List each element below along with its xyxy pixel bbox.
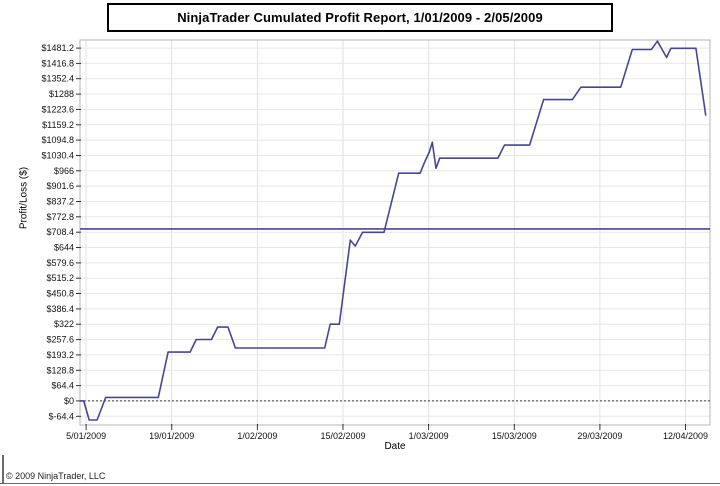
y-tick-label: $772.8 [46,212,74,222]
y-tick-label: $257.6 [46,335,74,345]
y-tick-label: $128.8 [46,365,74,375]
y-tick-label: $644 [54,243,74,253]
profit-chart: $-64.4 $0 $64.4 $128.8 $193.2 $257.6 $322 $386.… [41,39,711,441]
y-tick-label: $1223.6 [41,104,74,114]
x-tick-label: 29/03/2009 [577,431,622,441]
y-tick-label: $1094.8 [41,135,74,145]
y-tick-label: $708.4 [46,227,74,237]
x-tick-label: 15/02/2009 [320,431,365,441]
y-tick-label: $193.2 [46,350,74,360]
y-tick-label: $1416.8 [41,58,74,68]
y-tick-label: $1288 [49,89,74,99]
y-tick-label: $966 [54,166,74,176]
x-tick-label: 19/01/2009 [149,431,194,441]
y-tick-label: $64.4 [51,381,74,391]
page-bottom-edge [0,483,720,484]
x-axis-label: Date [384,441,406,452]
series-line [79,40,707,421]
y-tick-label: $450.8 [46,289,74,299]
y-tick-label: $901.6 [46,181,74,191]
y-tick-label: $1159.2 [42,120,74,130]
y-tick-label: $-64.4 [48,411,74,421]
x-tick-label: 5/01/2009 [66,431,106,441]
y-tick-label: $0 [64,396,74,406]
y-tick-label: $1352.4 [41,74,74,84]
x-tick-label: 15/03/2009 [492,431,537,441]
report-title: NinjaTrader Cumulated Profit Report, 1/0… [177,10,543,25]
report-title-box: NinjaTrader Cumulated Profit Report, 1/0… [107,3,613,32]
footer-copyright: © 2009 NinjaTrader, LLC [6,471,106,481]
y-tick-label: $579.6 [46,258,74,268]
x-tick-label: 1/02/2009 [237,431,277,441]
y-tick-label: $322 [54,319,74,329]
x-tick-label: 12/04/2009 [663,431,708,441]
x-tick-label: 1/03/2009 [409,431,449,441]
y-tick-label: $515.2 [46,273,74,283]
y-tick-label: $386.4 [46,304,74,314]
page-left-edge [2,455,4,484]
y-tick-label: $1481.2 [41,43,74,53]
y-tick-label: $1030.4 [41,151,74,161]
y-axis-label: Profit/Loss ($) [18,166,30,230]
y-tick-label: $837.2 [46,197,74,207]
